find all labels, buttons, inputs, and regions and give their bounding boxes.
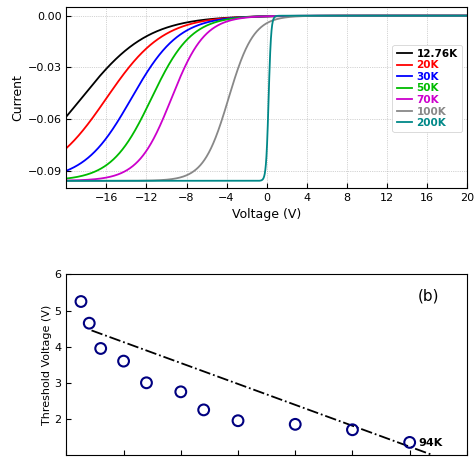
100K xyxy=(64,178,69,184)
30K xyxy=(464,13,470,18)
20K xyxy=(304,13,310,18)
100K xyxy=(217,125,222,130)
Line: 200K: 200K xyxy=(66,16,467,181)
50K xyxy=(136,120,142,126)
12.76K xyxy=(304,13,310,19)
50K xyxy=(64,176,69,182)
Point xyxy=(200,406,208,414)
20K xyxy=(393,13,399,18)
200K xyxy=(217,178,222,184)
70K xyxy=(324,13,330,18)
200K xyxy=(393,13,399,18)
Point xyxy=(292,420,299,428)
30K xyxy=(64,168,69,173)
100K xyxy=(393,13,399,18)
200K xyxy=(304,13,310,18)
100K xyxy=(324,13,330,18)
200K xyxy=(64,178,69,184)
70K xyxy=(362,13,368,18)
100K xyxy=(304,13,310,19)
50K xyxy=(464,13,470,18)
70K xyxy=(464,13,470,18)
20K xyxy=(136,53,142,58)
12.76K xyxy=(362,13,368,18)
12.76K xyxy=(324,13,330,18)
12.76K xyxy=(393,13,399,18)
Line: 30K: 30K xyxy=(66,16,467,171)
20K xyxy=(64,146,69,151)
Text: (b): (b) xyxy=(417,289,439,304)
50K xyxy=(393,13,399,18)
Point xyxy=(85,319,93,327)
200K xyxy=(136,178,142,184)
30K xyxy=(304,13,310,18)
50K xyxy=(324,13,330,18)
70K xyxy=(217,22,222,27)
12.76K xyxy=(136,38,142,44)
200K xyxy=(324,13,330,18)
12.76K xyxy=(64,114,69,119)
50K xyxy=(304,13,310,18)
30K xyxy=(393,13,399,18)
Line: 70K: 70K xyxy=(66,16,467,181)
Point xyxy=(143,379,150,387)
Point xyxy=(406,438,413,446)
Line: 12.76K: 12.76K xyxy=(66,16,467,117)
20K xyxy=(362,13,368,18)
50K xyxy=(217,18,222,24)
50K xyxy=(362,13,368,18)
12.76K xyxy=(217,16,222,21)
200K xyxy=(362,13,368,18)
100K xyxy=(464,13,470,18)
Point xyxy=(177,388,184,396)
X-axis label: Voltage (V): Voltage (V) xyxy=(232,208,301,221)
Line: 100K: 100K xyxy=(66,16,467,181)
30K xyxy=(362,13,368,18)
Line: 50K: 50K xyxy=(66,16,467,179)
20K xyxy=(217,16,222,22)
70K xyxy=(393,13,399,18)
30K xyxy=(136,82,142,88)
20K xyxy=(464,13,470,18)
200K xyxy=(464,13,470,18)
Line: 20K: 20K xyxy=(66,16,467,148)
Legend: 12.76K, 20K, 30K, 50K, 70K, 100K, 200K: 12.76K, 20K, 30K, 50K, 70K, 100K, 200K xyxy=(392,45,462,132)
70K xyxy=(136,157,142,163)
30K xyxy=(324,13,330,18)
Text: 94K: 94K xyxy=(419,438,443,448)
30K xyxy=(217,17,222,23)
Point xyxy=(349,426,356,434)
Y-axis label: Current: Current xyxy=(11,74,25,121)
Point xyxy=(77,298,85,305)
100K xyxy=(136,178,142,183)
70K xyxy=(64,178,69,183)
70K xyxy=(304,13,310,18)
Point xyxy=(120,357,128,365)
100K xyxy=(362,13,368,18)
Point xyxy=(234,417,242,425)
Y-axis label: Threshold Voltage (V): Threshold Voltage (V) xyxy=(42,305,52,425)
Point xyxy=(97,345,104,352)
12.76K xyxy=(464,13,470,18)
20K xyxy=(324,13,330,18)
